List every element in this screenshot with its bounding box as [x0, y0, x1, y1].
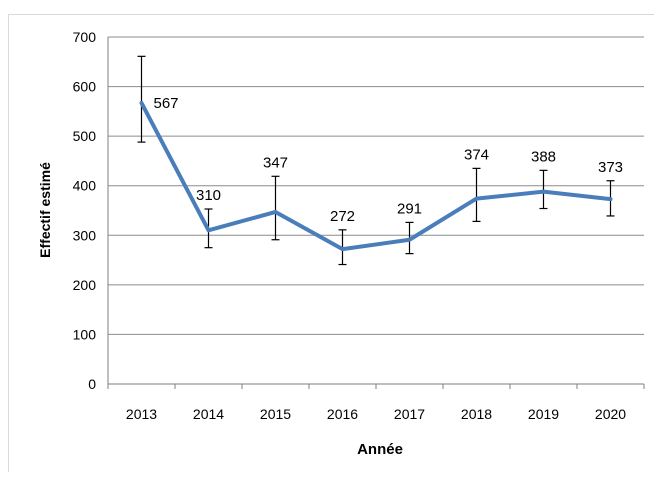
y-tick-label-100: 100 — [73, 326, 97, 342]
x-tick-label-2013: 2013 — [126, 406, 157, 422]
series-lines — [139, 100, 613, 252]
data-label-2020: 373 — [598, 159, 623, 176]
chart-frame-top — [8, 14, 654, 15]
x-tick-label-2019: 2019 — [528, 406, 559, 422]
data-point-2020 — [609, 197, 612, 201]
x-tick-labels: 2013 2014 2015 2016 2017 2018 2019 2020 — [126, 406, 626, 422]
chart-frame-left — [8, 14, 9, 472]
data-point-2013 — [140, 101, 143, 105]
data-label-2013: 567 — [154, 95, 179, 112]
y-tick-label-200: 200 — [73, 277, 97, 293]
x-tick-label-2015: 2015 — [260, 406, 291, 422]
data-point-2019 — [542, 190, 545, 194]
data-point-2016 — [341, 247, 344, 251]
x-tick-label-2017: 2017 — [394, 406, 425, 422]
data-label-2018: 374 — [464, 146, 489, 163]
error-bars — [137, 55, 615, 266]
data-labels: 567 310 347 272 291 374 388 373 — [154, 95, 624, 225]
y-tick-labels: 0 100 200 300 400 500 600 700 — [73, 29, 97, 392]
y-tick-label-600: 600 — [73, 79, 97, 95]
y-tick-label-500: 500 — [73, 128, 97, 144]
data-point-2017 — [408, 238, 411, 242]
x-axis-label: Année — [357, 441, 403, 458]
series-line-0 — [139, 100, 613, 252]
y-tick-label-300: 300 — [73, 227, 97, 243]
y-tick-label-400: 400 — [73, 178, 97, 194]
y-axis-label: Effectif estimé — [37, 162, 53, 258]
data-label-2014: 310 — [196, 187, 221, 204]
data-label-2019: 388 — [531, 148, 556, 165]
data-point-2015 — [274, 210, 277, 214]
y-tick-label-0: 0 — [88, 376, 96, 392]
data-point-2018 — [475, 197, 478, 201]
data-label-2017: 291 — [397, 200, 422, 217]
x-tick-label-2014: 2014 — [193, 406, 224, 422]
gridlines — [107, 36, 645, 389]
data-label-2015: 347 — [263, 154, 288, 171]
data-point-2014 — [207, 228, 210, 232]
data-label-2016: 272 — [330, 208, 355, 225]
y-tick-label-700: 700 — [73, 29, 97, 45]
x-tick-label-2016: 2016 — [327, 406, 358, 422]
x-tick-label-2020: 2020 — [595, 406, 626, 422]
x-tick-label-2018: 2018 — [461, 406, 492, 422]
